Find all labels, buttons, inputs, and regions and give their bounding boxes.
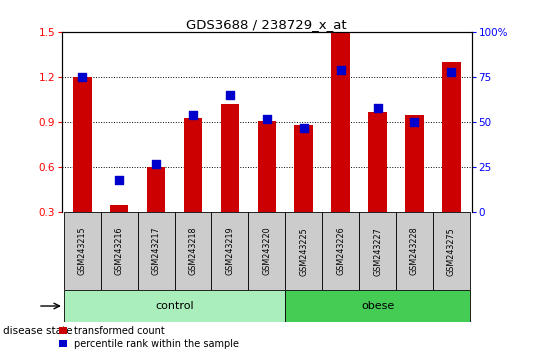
- Point: [78, 74, 87, 80]
- Bar: [64, 290, 285, 322]
- Text: GSM243275: GSM243275: [447, 227, 456, 275]
- Bar: [64, 212, 101, 290]
- Bar: [405, 115, 424, 212]
- Bar: [433, 212, 470, 290]
- Bar: [175, 212, 211, 290]
- Text: GSM243218: GSM243218: [189, 227, 197, 275]
- Legend: transformed count, percentile rank within the sample: transformed count, percentile rank withi…: [59, 326, 239, 349]
- Bar: [359, 212, 396, 290]
- Bar: [258, 121, 276, 212]
- Text: GSM243227: GSM243227: [373, 227, 382, 275]
- Bar: [285, 290, 470, 322]
- Bar: [184, 118, 202, 212]
- Bar: [110, 205, 128, 212]
- Point: [262, 116, 271, 121]
- Point: [373, 105, 382, 110]
- Point: [115, 177, 123, 183]
- Bar: [368, 112, 387, 212]
- Text: disease state: disease state: [3, 326, 72, 336]
- Point: [189, 112, 197, 118]
- Bar: [137, 212, 175, 290]
- Bar: [396, 212, 433, 290]
- Bar: [248, 212, 285, 290]
- Point: [299, 125, 308, 130]
- Point: [152, 161, 161, 166]
- Bar: [285, 212, 322, 290]
- Text: GSM243219: GSM243219: [225, 227, 234, 275]
- Bar: [331, 33, 350, 212]
- Text: control: control: [155, 301, 194, 311]
- Bar: [211, 212, 248, 290]
- Bar: [442, 62, 460, 212]
- Bar: [220, 104, 239, 212]
- Text: GSM243216: GSM243216: [115, 227, 123, 275]
- Point: [336, 67, 345, 73]
- Bar: [322, 212, 359, 290]
- Bar: [101, 212, 137, 290]
- Text: GSM243215: GSM243215: [78, 227, 87, 275]
- Text: GSM243220: GSM243220: [262, 227, 271, 275]
- Text: GSM243226: GSM243226: [336, 227, 345, 275]
- Title: GDS3688 / 238729_x_at: GDS3688 / 238729_x_at: [186, 18, 347, 31]
- Text: obese: obese: [361, 301, 394, 311]
- Point: [410, 119, 419, 125]
- Text: GSM243217: GSM243217: [151, 227, 161, 275]
- Text: GSM243225: GSM243225: [299, 227, 308, 275]
- Bar: [147, 167, 165, 212]
- Text: GSM243228: GSM243228: [410, 227, 419, 275]
- Point: [447, 69, 455, 74]
- Bar: [73, 77, 92, 212]
- Point: [226, 92, 234, 98]
- Bar: [294, 125, 313, 212]
